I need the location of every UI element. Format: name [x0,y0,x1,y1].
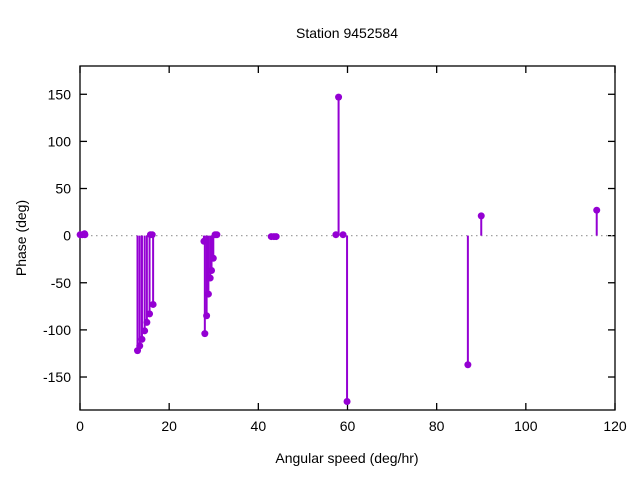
x-tick-label: 20 [161,418,177,434]
data-point [209,254,217,262]
data-point [213,231,221,239]
chart-title: Station 9452584 [296,25,398,41]
data-point [138,335,146,343]
y-tick-label: -50 [51,275,71,291]
data-point [339,231,347,239]
x-tick-label: 120 [603,418,627,434]
data-point [149,300,157,308]
data-point [148,231,156,239]
y-tick-label: 0 [63,228,71,244]
data-point [200,237,208,245]
data-point [201,330,209,338]
y-tick-label: -100 [43,322,71,338]
data-point [81,231,89,239]
data-point [204,290,212,298]
data-point [146,310,154,318]
y-tick-label: 100 [48,133,72,149]
data-point [143,318,151,326]
data-point [343,398,351,406]
x-axis-label: Angular speed (deg/hr) [275,450,419,466]
x-tick-label: 100 [514,418,538,434]
y-axis-label: Phase (deg) [13,199,29,277]
y-tick-label: -150 [43,369,71,385]
data-point [136,342,144,350]
data-point [272,233,280,241]
data-point [141,327,149,335]
data-point [203,312,211,320]
y-tick-label: 50 [55,181,71,197]
data-point [335,93,343,101]
y-tick-label: 150 [48,86,72,102]
data-point [332,231,340,239]
data-point [206,274,214,282]
x-tick-label: 80 [429,418,445,434]
data-point [464,361,472,369]
data-point [593,206,601,214]
x-tick-label: 60 [340,418,356,434]
x-tick-label: 40 [251,418,267,434]
x-tick-label: 0 [76,418,84,434]
data-point [477,212,485,220]
data-point [208,267,216,275]
